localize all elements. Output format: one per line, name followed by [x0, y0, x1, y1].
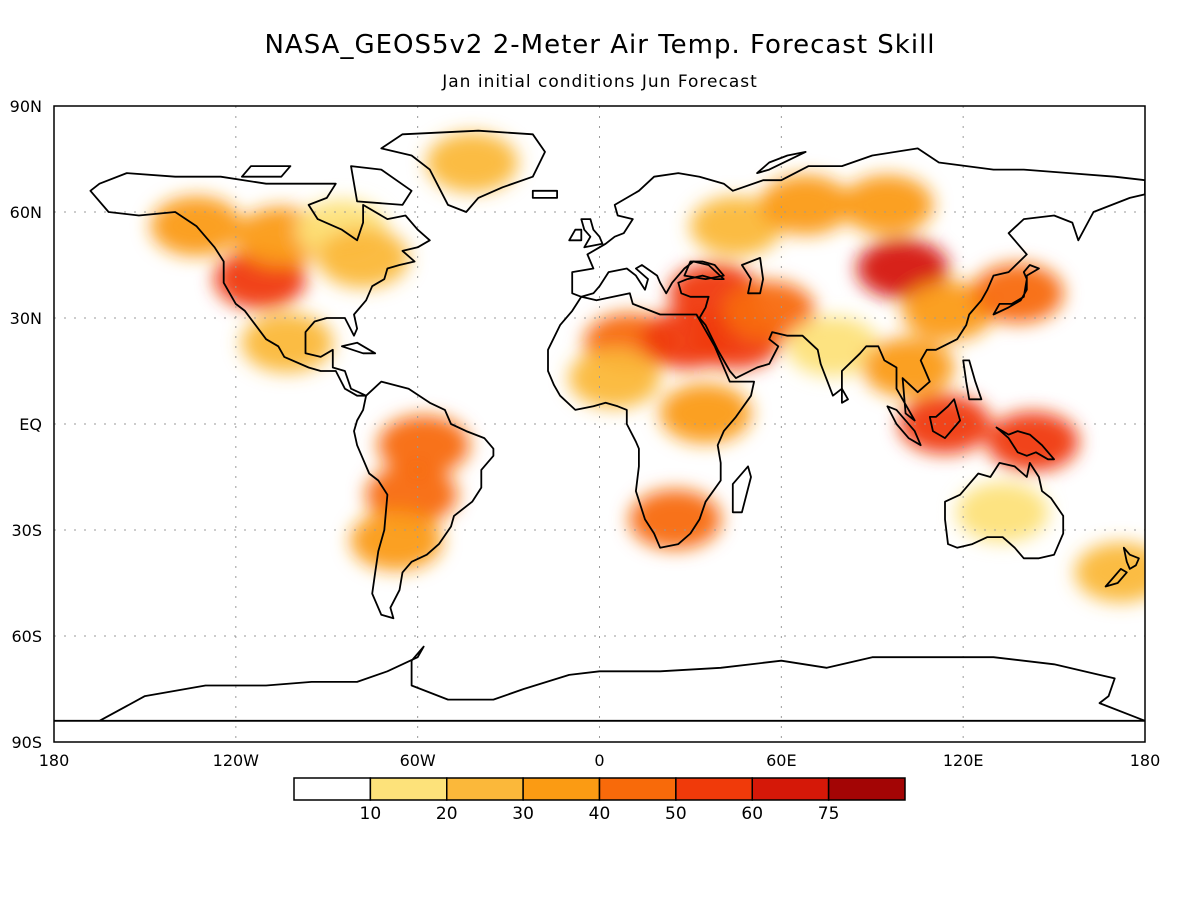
- skill-region-japan: [971, 263, 1064, 324]
- coastline-british-isles: [580, 218, 604, 249]
- map-title: NASA_GEOS5v2 2-Meter Air Temp. Forecast …: [264, 30, 935, 60]
- colorbar-swatch: [751, 777, 830, 801]
- skill-region-mainland-southeast-asia: [862, 337, 955, 398]
- coastline-black-sea: [683, 260, 725, 281]
- coastline-philippines: [962, 359, 983, 401]
- colorbar-swatch: [446, 777, 524, 801]
- skill-region-greenland: [426, 132, 519, 193]
- color-bar-legend: 10 20 30 40 50 60 75: [293, 777, 906, 824]
- coastline-cuba: [340, 341, 377, 355]
- colorbar-swatch: [369, 777, 448, 801]
- colorbar-tick-label: 30: [512, 804, 534, 824]
- latitude-tick-label: 90N: [10, 97, 42, 116]
- coastline-victoria-island: [240, 165, 292, 178]
- skill-region-bolivia-paraguay: [365, 464, 458, 525]
- latitude-tick-label: EQ: [19, 415, 42, 434]
- coastline-greenland: [380, 129, 546, 213]
- coastline-iceland: [531, 189, 558, 199]
- longitude-tick-label: 180: [1130, 751, 1161, 770]
- skill-region-new-zealand: [1074, 542, 1145, 603]
- coastline-new-zealand-north: [1122, 546, 1140, 570]
- skill-region-sahel: [568, 348, 661, 409]
- longitude-tick-label: 0: [594, 751, 604, 770]
- colorbar-swatch: [827, 777, 906, 801]
- coastline-antarctica: [54, 645, 1145, 722]
- latitude-tick-label: 60S: [11, 627, 42, 646]
- coastline-australia: [944, 461, 1065, 560]
- skill-region-argentina: [350, 510, 443, 571]
- map-subtitle: Jan initial conditions Jun Forecast: [441, 72, 758, 92]
- skill-region-amazonia: [377, 415, 470, 476]
- coastline-japan: [992, 264, 1040, 316]
- latitude-tick-label: 30S: [11, 521, 42, 540]
- coastline-north-america: [89, 172, 431, 397]
- coastline-sumatra: [886, 405, 922, 447]
- skill-region-mongolia-northern-china: [856, 238, 949, 299]
- longitude-tick-label: 60W: [400, 751, 436, 770]
- colorbar-swatch: [293, 777, 372, 801]
- colorbar-tick-label: 20: [436, 804, 458, 824]
- coastline-africa: [547, 292, 755, 549]
- skill-region-new-guinea: [986, 411, 1079, 472]
- coastlines: [54, 129, 1145, 722]
- coastline-borneo: [928, 398, 961, 440]
- map-frame: [53, 105, 1146, 743]
- longitude-tick-label: 120W: [213, 751, 260, 770]
- colorbar-swatch: [598, 777, 677, 801]
- coastline-novaya-zemlya: [756, 150, 807, 175]
- coastline-madagascar: [731, 465, 752, 514]
- skill-region-western-siberia: [759, 174, 852, 235]
- colorbar-tick-label: 75: [818, 804, 840, 824]
- longitude-tick-label: 180: [39, 751, 70, 770]
- longitude-tick-label: 60E: [766, 751, 796, 770]
- map-plot-area: [54, 106, 1145, 742]
- skill-region-eastern-china: [902, 280, 995, 341]
- colorbar-tick-label: 50: [665, 804, 687, 824]
- skill-region-central-siberia: [841, 174, 934, 235]
- skill-region-mexico: [241, 312, 334, 373]
- latitude-tick-label: 30N: [10, 309, 42, 328]
- skill-region-india: [786, 316, 879, 377]
- coastline-new-zealand-south: [1104, 568, 1128, 588]
- skill-region-western-russia: [689, 196, 782, 257]
- coastline-sri-lanka: [841, 387, 849, 404]
- latitude-tick-labels: 90N 60N 30N EQ 30S 60S 90S: [10, 97, 42, 752]
- colorbar-tick-label: 10: [360, 804, 382, 824]
- skill-region-east-africa: [659, 383, 752, 444]
- latitude-tick-label: 90S: [11, 733, 42, 752]
- skill-region-southern-africa: [629, 489, 722, 550]
- coastline-baffin-island: [350, 165, 413, 206]
- longitude-tick-labels: 180 120W 60W 0 60E 120E 180: [39, 751, 1161, 770]
- coastline-caspian-sea: [741, 256, 764, 295]
- colorbar-swatch: [675, 777, 753, 801]
- skill-region-great-lakes-northeast: [317, 227, 410, 288]
- longitude-tick-label: 120E: [943, 751, 984, 770]
- coastline-south-america: [353, 380, 495, 620]
- skill-region-iran: [723, 280, 816, 341]
- colorbar-tick-label: 40: [589, 804, 611, 824]
- latitude-tick-label: 60N: [10, 203, 42, 222]
- coastline-new-guinea: [995, 426, 1055, 461]
- graticule: [54, 106, 1145, 742]
- colorbar-tick-label: 60: [741, 804, 763, 824]
- coastline-eurasia: [571, 147, 1145, 422]
- skill-region-australia: [956, 482, 1049, 543]
- colorbar-swatch: [522, 777, 601, 801]
- coastline-ireland: [568, 228, 583, 242]
